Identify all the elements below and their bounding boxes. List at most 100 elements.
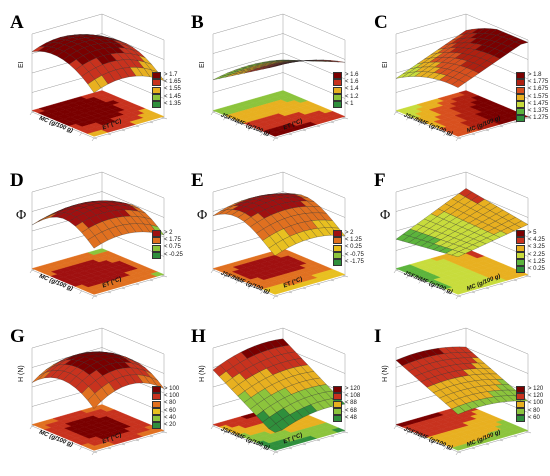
- surface-cell: [268, 64, 283, 69]
- contour-floor: [395, 90, 529, 137]
- legend-swatch: [516, 93, 525, 101]
- panel-label: A: [10, 12, 24, 33]
- legend: > 100 < 100 < 80 < 60 < 40 < 20: [152, 386, 180, 430]
- legend-entry: < 1.35: [152, 101, 181, 108]
- legend-swatch: [516, 258, 525, 266]
- legend-swatch: [152, 237, 161, 245]
- legend-entry: > 5: [516, 230, 545, 238]
- legend-label: < 2.25: [528, 251, 545, 258]
- legend-label: < 60: [164, 407, 176, 414]
- surface-cell: [87, 235, 102, 249]
- legend-entry: < 48: [333, 415, 360, 422]
- surface-plot: [29, 327, 168, 456]
- response-surface: [395, 346, 529, 415]
- legend-label: < 0.75: [164, 244, 181, 251]
- surface-plot: [210, 171, 349, 300]
- legend-label: > 5: [528, 230, 537, 236]
- legend-entry: < 3.25: [516, 244, 545, 252]
- legend-swatch: [516, 230, 525, 238]
- legend-label: < -1.75: [345, 258, 364, 265]
- legend-label: < 120: [528, 393, 544, 400]
- legend: > 5 < 4.25 < 3.25 < 2.25 < 1.25 < 0.25: [516, 230, 545, 274]
- legend-label: < 0.25: [345, 244, 362, 251]
- surface-plot: [393, 171, 532, 300]
- legend-swatch: [516, 251, 525, 259]
- legend-entry: > 2: [152, 230, 183, 238]
- legend-label: < 1.75: [164, 237, 181, 244]
- legend-entry: > 120: [516, 386, 543, 394]
- legend-entry: < 108: [333, 393, 361, 401]
- panel-label: H: [191, 326, 206, 347]
- legend-swatch: [333, 237, 342, 245]
- axis-ticks: [393, 111, 532, 142]
- legend-swatch: [516, 407, 525, 415]
- legend-label: > 2: [164, 230, 173, 236]
- legend-swatch: [333, 100, 342, 108]
- legend-label: < 108: [345, 393, 361, 400]
- surface-plot: [393, 13, 532, 142]
- panel-label: E: [191, 170, 204, 191]
- contour-floor: [212, 90, 346, 137]
- legend: > 1.8 < 1.775 < 1.675 < 1.575 < 1.475 < 1.375…: [516, 72, 548, 123]
- z-axis-label: EI: [199, 61, 206, 68]
- legend-entry: < 100: [152, 393, 179, 401]
- legend-swatch: [516, 386, 525, 394]
- legend-entry: < 0.75: [152, 244, 183, 252]
- surface-cell: [451, 79, 466, 88]
- axis-ticks: [393, 425, 532, 456]
- legend: > 2 < 1.75 < 0.75 < -0.25: [152, 230, 183, 259]
- surface-cell: [268, 423, 283, 433]
- legend-label: < 68: [345, 407, 357, 414]
- legend-label: < 3.25: [528, 244, 545, 251]
- legend-entry: < 1: [333, 101, 359, 108]
- contour-floor: [31, 248, 165, 295]
- surface-plot: [29, 13, 168, 142]
- legend-swatch: [516, 393, 525, 401]
- legend-label: < 0.25: [528, 266, 545, 273]
- legend-entry: < 40: [152, 415, 179, 422]
- legend-swatch: [333, 230, 342, 238]
- legend-entry: < 1.25: [516, 259, 545, 266]
- surface-cell: [87, 79, 102, 93]
- legend-label: > 100: [164, 386, 180, 392]
- response-surface: [31, 200, 165, 249]
- legend-label: < -0.75: [345, 251, 364, 258]
- legend: > 1.6 < 1.6 < 1.4 < 1.2 < 1: [333, 72, 359, 108]
- surface-plot: [210, 327, 349, 456]
- z-axis-label: Φ: [380, 208, 391, 223]
- response-surface: [212, 59, 346, 80]
- legend-swatch: [516, 237, 525, 245]
- legend-label: < 1.45: [164, 93, 181, 100]
- axis-ticks: [29, 269, 168, 300]
- legend-entry: < 1.775: [516, 79, 548, 87]
- legend-swatch: [152, 79, 161, 87]
- legend-swatch: [333, 93, 342, 101]
- legend-label: < 1.2: [345, 93, 359, 100]
- surface-cell: [38, 214, 52, 222]
- contour-cell: [331, 271, 346, 277]
- legend-swatch: [516, 115, 525, 123]
- legend-swatch: [152, 393, 161, 401]
- legend-entry: < -1.75: [333, 259, 364, 266]
- legend-entry: < 60: [516, 415, 543, 422]
- legend: > 2 < 1.25 < 0.25 < -0.75 < -1.75: [333, 230, 364, 266]
- axis-ticks: [210, 111, 349, 142]
- surface-plot: [210, 13, 349, 142]
- z-axis-label: H (N): [18, 365, 25, 382]
- axis-ticks: [29, 111, 168, 142]
- legend-entry: < 1.6: [333, 79, 359, 87]
- response-surface: [31, 34, 165, 93]
- legend-swatch: [152, 86, 161, 94]
- axis-ticks: [210, 269, 349, 300]
- legend-swatch: [516, 244, 525, 252]
- legend-entry: < 1.65: [152, 79, 181, 87]
- legend-entry: < 80: [152, 400, 179, 408]
- legend-entry: < 1.575: [516, 94, 548, 101]
- legend-entry: > 100: [152, 386, 180, 394]
- legend-label: < 1.35: [164, 100, 181, 107]
- contour-cell: [150, 113, 165, 119]
- panel-label: B: [191, 12, 204, 33]
- panel-d: D Φ MC (g/100 g) ET (°C) > 2 < 1.75 < 0.75 < -0…: [2, 162, 185, 320]
- panel-label: I: [374, 326, 382, 347]
